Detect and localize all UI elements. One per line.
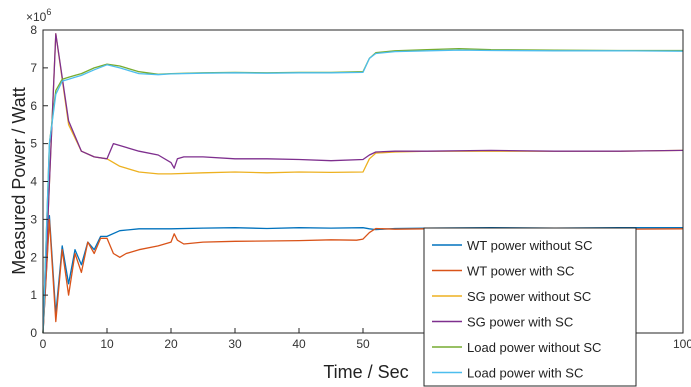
legend-label-0: WT power without SC [467, 238, 592, 253]
x-tick-label: 10 [100, 337, 114, 351]
plot-frame [42, 29, 684, 334]
y-tick-label: 8 [30, 23, 37, 37]
y-exponent-label: ×106 [26, 7, 51, 24]
legend-label-2: SG power without SC [467, 289, 591, 304]
y-tick-label: 5 [30, 137, 37, 151]
legend-box [423, 227, 637, 387]
x-tick-label: 50 [356, 337, 370, 351]
legend-label-1: WT power with SC [467, 264, 574, 279]
series-line-5 [42, 49, 684, 334]
series-layer [42, 33, 684, 334]
y-tick-label: 2 [30, 250, 37, 264]
y-tick-label: 1 [30, 288, 37, 302]
x-tick-label: 100 [673, 337, 691, 351]
x-axis-title: Time / Sec [323, 362, 408, 382]
y-tick-label: 3 [30, 212, 37, 226]
y-tick-label: 4 [30, 175, 37, 189]
legend-label-4: Load power without SC [467, 340, 601, 355]
y-axis-ticks: 0 1 2 3 4 5 6 7 8 [30, 23, 48, 340]
y-tick-label: 0 [30, 326, 37, 340]
series-line-3 [42, 33, 684, 334]
x-tick-label: 0 [40, 337, 47, 351]
x-tick-label: 40 [292, 337, 306, 351]
legend: WT power without SC WT power with SC SG po… [423, 227, 637, 387]
y-tick-label: 6 [30, 99, 37, 113]
y-tick-label: 7 [30, 61, 37, 75]
x-tick-label: 20 [164, 337, 178, 351]
series-line-1 [42, 218, 684, 334]
legend-label-5: Load power with SC [467, 366, 583, 381]
series-line-0 [42, 214, 683, 334]
legend-label-3: SG power with SC [467, 315, 573, 330]
x-tick-label: 30 [228, 337, 242, 351]
y-axis-title: Measured Power / Watt [9, 87, 29, 274]
